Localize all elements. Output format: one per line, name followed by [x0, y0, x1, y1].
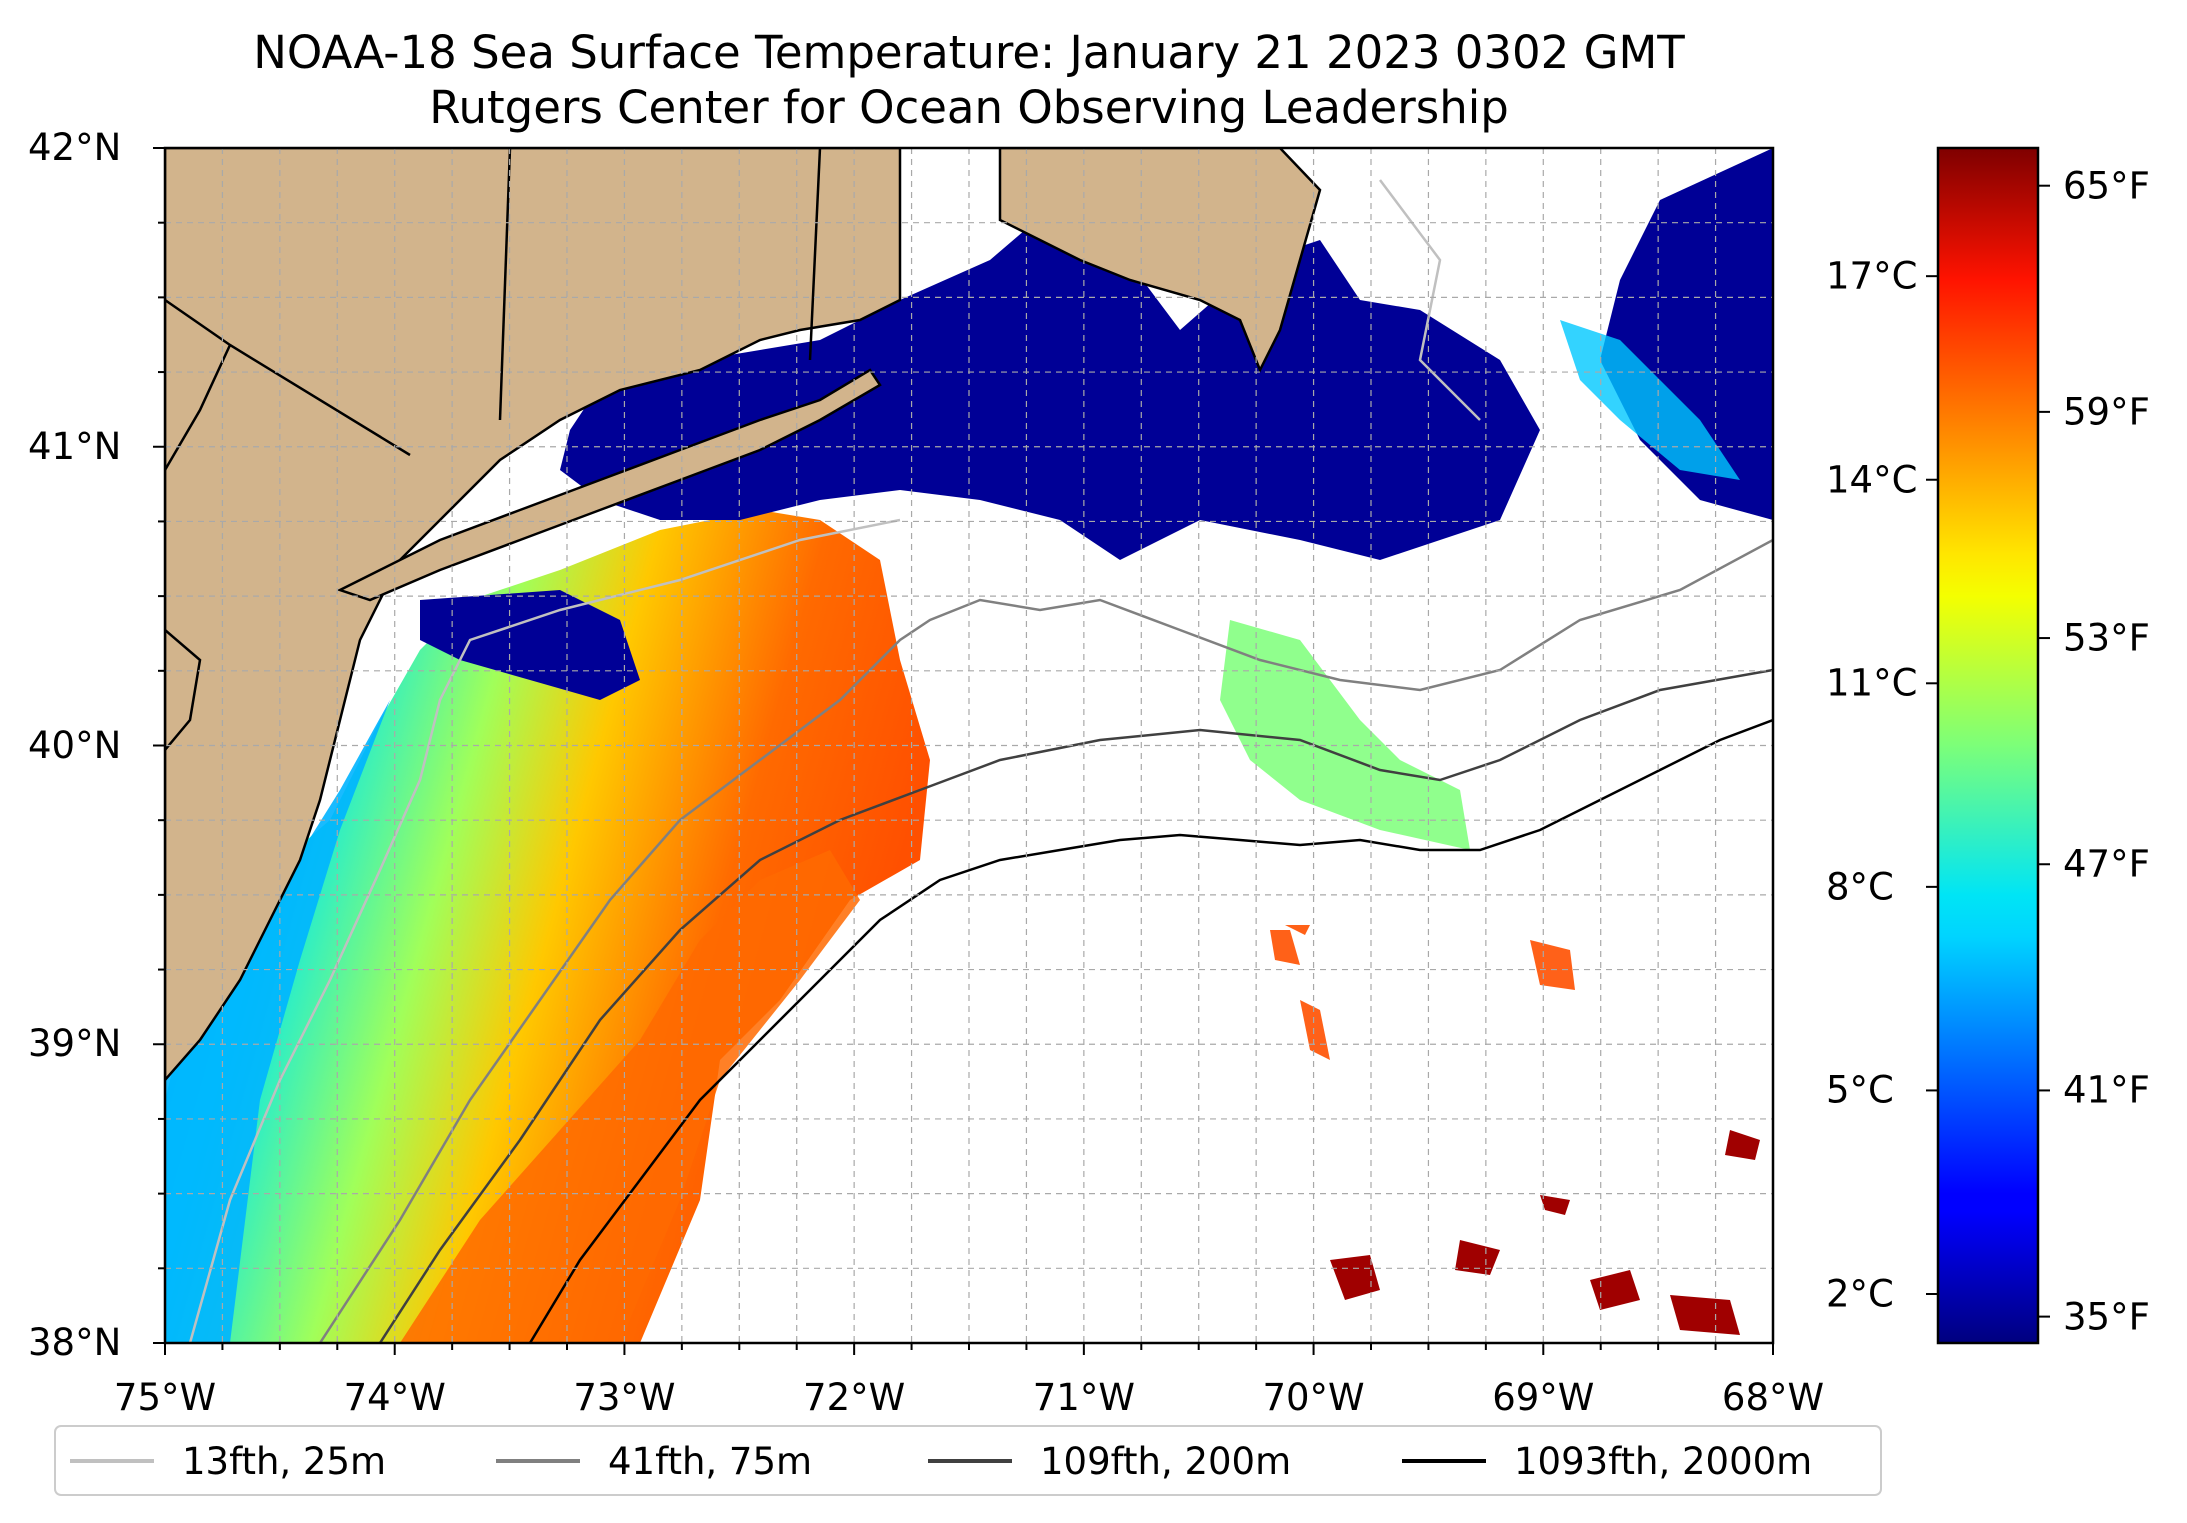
state-borders [165, 148, 822, 751]
contour-75m [318, 538, 1773, 1343]
legend-item: 1093fth, 2000m [1402, 1439, 1812, 1483]
y-tick-label: 42°N [28, 126, 122, 169]
map-gridlines [165, 148, 1773, 1343]
colorbar-c-label: 2°C [1826, 1272, 1894, 1316]
x-tick-label: 73°W [573, 1376, 676, 1419]
legend-label: 109fth, 200m [1040, 1439, 1292, 1483]
colorbar-c-label: 14°C [1826, 458, 1918, 502]
sst-patch-east [1220, 620, 1470, 850]
legend-item: 41fth, 75m [496, 1439, 812, 1483]
legend-label: 13fth, 25m [182, 1439, 387, 1483]
colorbar [1936, 146, 2040, 1345]
warm-patches-orange [1270, 925, 1575, 1060]
legend-item: 13fth, 25m [70, 1439, 386, 1483]
colorbar-f-label: 65°F [2063, 164, 2150, 208]
x-tick-label: 68°W [1721, 1376, 1825, 1419]
legend-line-swatch [1402, 1459, 1486, 1463]
legend-label: 41fth, 75m [608, 1439, 813, 1483]
land-cape-cod [998, 148, 1322, 374]
land-mainland [165, 148, 902, 1082]
chart-title: NOAA-18 Sea Surface Temperature: January… [253, 26, 1685, 79]
legend-item: 109fth, 200m [928, 1439, 1291, 1483]
map-tick-marks [153, 147, 1774, 1355]
x-tick-label: 69°W [1492, 1376, 1595, 1419]
colorbar-c-label: 17°C [1826, 254, 1918, 298]
sst-cold-water-nearshore [420, 590, 640, 700]
y-tick-label: 40°N [28, 723, 122, 767]
colorbar-f-label: 41°F [2063, 1068, 2150, 1112]
sst-cold-water-north [560, 200, 1540, 560]
y-tick-label: 41°N [28, 424, 122, 468]
colorbar-c-label: 5°C [1826, 1068, 1894, 1112]
colorbar-c-label: 8°C [1826, 865, 1894, 909]
x-tick-label: 70°W [1262, 1376, 1365, 1419]
colorbar-c-label: 11°C [1826, 661, 1918, 705]
x-tick-label: 74°W [343, 1376, 446, 1419]
colorbar-f-label: 47°F [2063, 842, 2150, 886]
legend-label: 1093fth, 2000m [1514, 1439, 1813, 1483]
warm-eddy-patches [1330, 1130, 1760, 1335]
map-panel[interactable] [165, 148, 1773, 1343]
land-long-island [336, 368, 882, 602]
colorbar-f-label: 35°F [2063, 1295, 2150, 1339]
colorbar-f-label: 59°F [2063, 390, 2150, 434]
y-tick-label: 38°N [28, 1321, 122, 1364]
x-tick-label: 72°W [803, 1376, 906, 1419]
sst-field-warm-core [400, 850, 860, 1343]
sst-field-coastal [165, 600, 440, 1343]
y-tick-label: 39°N [28, 1022, 122, 1066]
contour-25m [188, 179, 1481, 1343]
legend-line-swatch [928, 1459, 1012, 1463]
legend-line-swatch [70, 1459, 154, 1463]
contour-2000m [528, 718, 1773, 1343]
sst-patch-northeast [1560, 320, 1740, 480]
sst-field-shelf [165, 510, 930, 1343]
contour-200m [378, 668, 1773, 1343]
colorbar-ticks [1926, 184, 2050, 1318]
colorbar-f-label: 53°F [2063, 616, 2150, 660]
chart-subtitle: Rutgers Center for Ocean Observing Leade… [429, 81, 1509, 134]
legend-line-swatch [496, 1459, 580, 1463]
x-tick-label: 71°W [1032, 1376, 1135, 1419]
x-tick-label: 75°W [113, 1376, 217, 1419]
contour-legend: 13fth, 25m 41fth, 75m 109fth, 200m 1093fth,… [54, 1425, 1882, 1496]
